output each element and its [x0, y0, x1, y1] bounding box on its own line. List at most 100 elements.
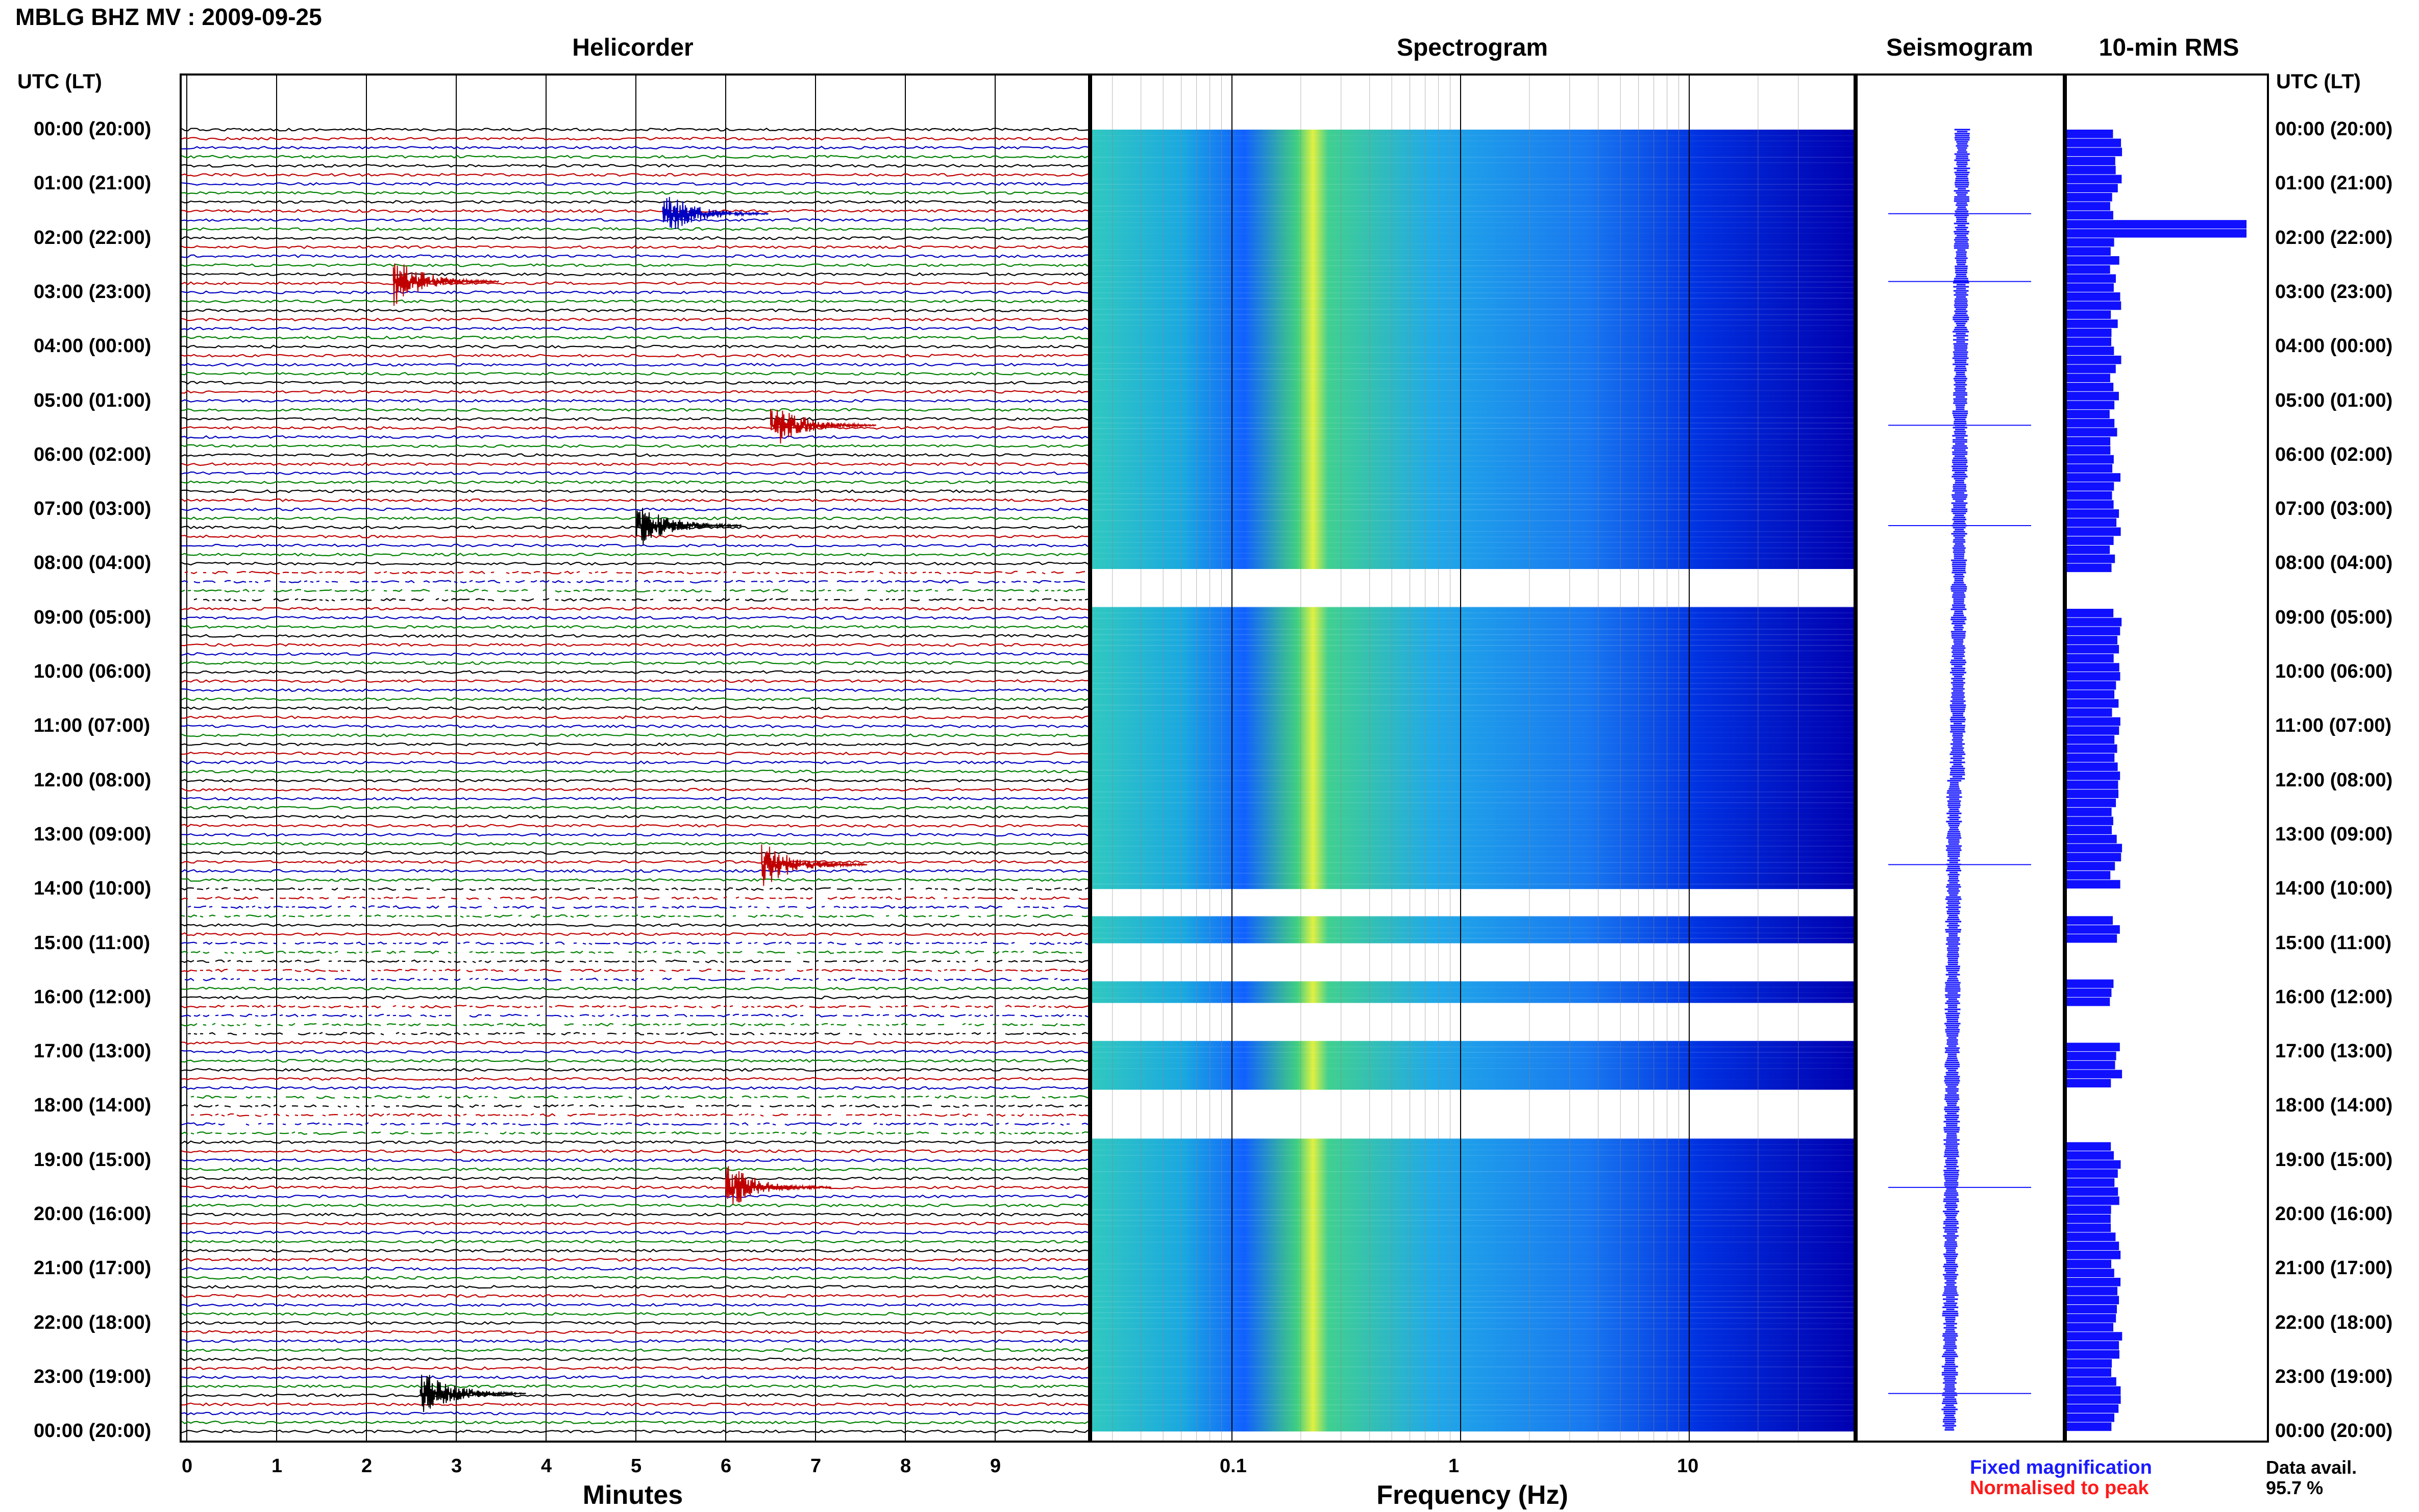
spectrogram-row [1092, 726, 1854, 727]
helicorder-trace [182, 1366, 1088, 1370]
spectrogram-row [1092, 346, 1854, 348]
rms-bar [2067, 726, 2119, 735]
helicorder-trace [182, 1077, 1088, 1081]
spectrogram-row [1092, 270, 1854, 272]
spectrogram-row [1092, 471, 1854, 473]
helicorder-trace [182, 516, 1088, 520]
rms-bar [2067, 1142, 2111, 1151]
rms-bar [2067, 391, 2119, 401]
helicorder-trace [182, 878, 1088, 882]
spectrogram-row [1092, 249, 1854, 250]
spectrogram-row [1092, 482, 1854, 483]
helicorder-trace [182, 191, 1088, 195]
spectrogram-row [1092, 167, 1854, 168]
spectrogram-row [1092, 710, 1854, 711]
rms-bar [2067, 500, 2114, 509]
spectrogram-row [1092, 1171, 1854, 1172]
helicorder-trace [190, 1095, 1088, 1099]
rms-bar [2067, 247, 2111, 256]
helicorder-trace [182, 145, 1088, 150]
spectrogram-row [1092, 433, 1854, 435]
spectrogram-row [1092, 444, 1854, 445]
spectrogram-row [1092, 937, 1854, 939]
time-label-left: 00:00 (20:00) [34, 1420, 152, 1442]
rms-bar [2067, 853, 2121, 861]
helicorder-trace [182, 851, 1088, 855]
helicorder-trace [182, 281, 1088, 285]
spectrogram-row [1092, 287, 1854, 288]
helicorder-trace [182, 1321, 1088, 1325]
rms-bar [2067, 925, 2120, 934]
spectrogram-row [1092, 460, 1854, 462]
time-label-left: 01:00 (21:00) [34, 172, 152, 194]
data-availability-value: 95.7 % [2266, 1477, 2324, 1498]
rms-bar [2067, 157, 2115, 165]
spectrogram-row [1092, 851, 1854, 852]
spectrogram-row [1092, 867, 1854, 869]
helicorder-trace [182, 1203, 1088, 1208]
time-label-left: 18:00 (14:00) [34, 1095, 152, 1117]
rms-bar [2067, 518, 2117, 527]
helicorder-trace [182, 164, 1088, 168]
helicorder-trace [182, 1402, 1088, 1406]
helicorder-event [770, 409, 877, 444]
seismogram-heading: Seismogram [1886, 34, 2034, 61]
time-label-left: 02:00 (22:00) [34, 227, 152, 249]
helicorder-trace [182, 941, 1088, 946]
rms-bar [2067, 1323, 2113, 1332]
utc-label-left: UTC (LT) [17, 70, 102, 93]
rms-bar [2067, 1259, 2111, 1269]
spectrogram-row [1092, 1225, 1854, 1227]
spectrogram-row [1092, 1144, 1854, 1145]
spectrogram-row [1092, 466, 1854, 467]
helicorder-trace [182, 1339, 1088, 1343]
helicorder-trace [182, 1411, 1088, 1416]
spectrogram-row [1092, 211, 1854, 212]
spectrogram-image [1092, 130, 1854, 1432]
rms-bar [2067, 1196, 2119, 1205]
spectrogram-row [1092, 780, 1854, 782]
time-label-left: 03:00 (23:00) [34, 281, 152, 303]
rms-bar [2067, 1368, 2111, 1377]
rms-bar [2067, 617, 2122, 627]
helicorder-trace [182, 335, 1088, 340]
spectrogram-row [1092, 173, 1854, 174]
time-label-right: 19:00 (15:00) [2275, 1149, 2393, 1171]
time-label-right: 05:00 (01:00) [2275, 389, 2393, 411]
helicorder-trace [182, 155, 1088, 159]
helicorder-tick-label: 8 [900, 1455, 911, 1477]
spectrogram-row [1092, 325, 1854, 326]
rms-bar [2067, 1151, 2114, 1160]
spectrogram-row [1092, 1198, 1854, 1199]
time-label-left: 22:00 (18:00) [34, 1311, 152, 1333]
time-label-left: 16:00 (12:00) [34, 986, 152, 1008]
spectrogram-row [1092, 330, 1854, 332]
spectrogram-row [1092, 509, 1854, 511]
helicorder-trace [182, 1222, 1088, 1226]
rms-panel [2065, 73, 2269, 1443]
time-label-right: 12:00 (08:00) [2275, 769, 2393, 791]
helicorder-trace [182, 381, 1088, 385]
rms-bar [2067, 1313, 2116, 1323]
spectrogram-row [1092, 553, 1854, 554]
helicorder-trace [182, 507, 1088, 511]
spectrogram-row [1092, 558, 1854, 559]
spectrogram-row [1092, 487, 1854, 489]
spectrogram-row [1092, 840, 1854, 841]
rms-bar [2067, 627, 2120, 636]
rms-bar [2067, 807, 2112, 816]
helicorder-event [725, 1166, 832, 1204]
rms-bar [2067, 229, 2247, 238]
spectrogram-row [1092, 1258, 1854, 1259]
time-label-left: 09:00 (05:00) [34, 606, 152, 628]
spectrogram-row [1092, 721, 1854, 722]
helicorder-panel [180, 73, 1090, 1443]
helicorder-trace [182, 1384, 1088, 1389]
spectrogram-row [1092, 1372, 1854, 1373]
spectrogram-row [1092, 748, 1854, 749]
rms-bar [2067, 536, 2114, 545]
time-label-right: 06:00 (02:00) [2275, 443, 2393, 465]
spectrogram-row [1092, 1269, 1854, 1270]
helicorder-trace [182, 182, 1088, 186]
time-label-left: 14:00 (10:00) [34, 878, 152, 900]
